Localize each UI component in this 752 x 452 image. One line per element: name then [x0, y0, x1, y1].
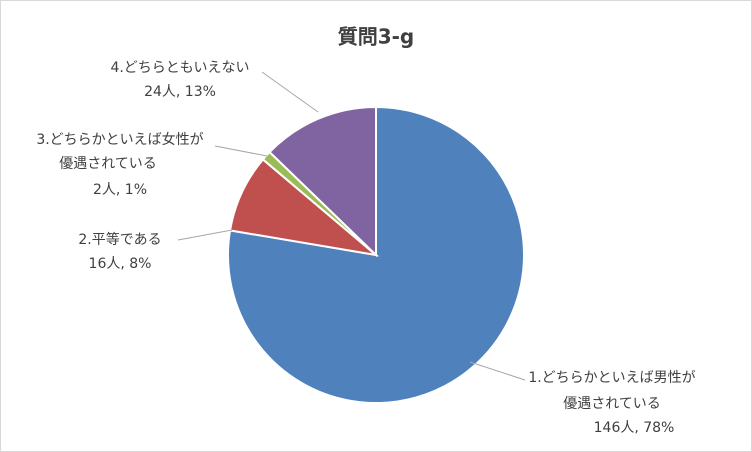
- slice-label: 優遇されている: [59, 156, 157, 172]
- pie-slice: [268, 105, 377, 258]
- data-label: 2人, 1%: [93, 182, 147, 198]
- slice-label: 1.どちらかといえば男性が: [528, 370, 695, 386]
- slice-label: 4.どちらともいえない: [110, 60, 249, 76]
- slice-label: 3.どちらかといえば女性が: [36, 131, 203, 148]
- data-label: 16人, 8%: [89, 256, 152, 272]
- slice-label: 2.平等である: [78, 231, 161, 248]
- slice-label: 優遇されている: [563, 396, 661, 412]
- data-label: 24人, 13%: [144, 84, 216, 100]
- leader-line: [214, 145, 268, 157]
- leader-line: [177, 229, 233, 241]
- leader-line: [469, 361, 526, 381]
- leader-line: [261, 71, 319, 113]
- chart-title: 質問3-g: [338, 25, 415, 49]
- data-label: 146人, 78%: [594, 420, 675, 436]
